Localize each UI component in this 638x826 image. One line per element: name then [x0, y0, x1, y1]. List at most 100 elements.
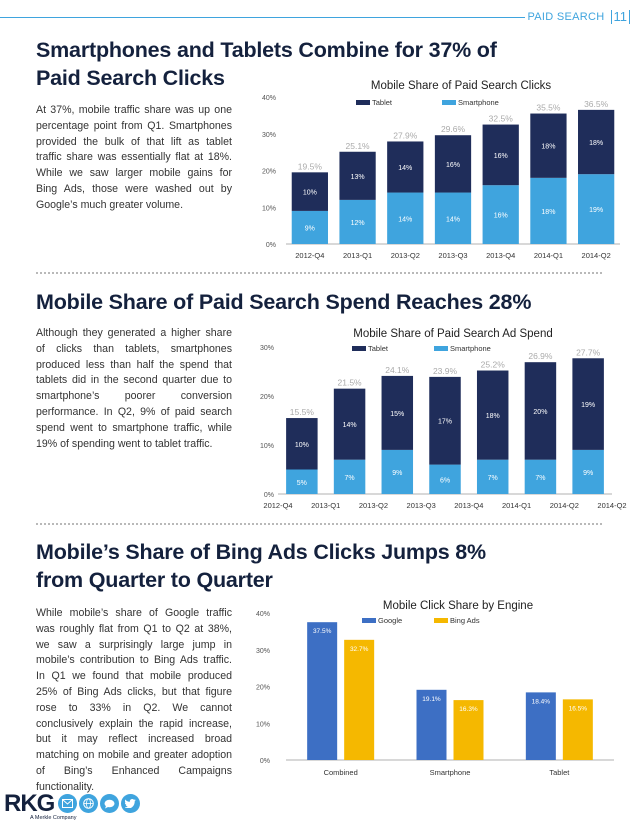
y-tick-label: 10%: [262, 205, 276, 212]
legend-label: Tablet: [368, 344, 389, 353]
bar-segment-tablet: [387, 141, 424, 193]
bar-segment-tablet: [524, 362, 557, 460]
data-label: 37.5%: [313, 628, 332, 635]
x-tick-label: 2012-Q4: [295, 251, 324, 260]
x-tick-label: 2014-Q1: [502, 501, 531, 510]
mail-icon[interactable]: [58, 794, 78, 813]
section-1-body: At 37%, mobile traffic share was up one …: [36, 104, 232, 211]
data-label-smartphone: 19%: [589, 207, 603, 214]
data-label: 19.1%: [422, 696, 441, 703]
bar-segment-tablet: [339, 151, 376, 200]
x-tick-label: 2013-Q3: [438, 251, 467, 260]
data-label-smartphone: 7%: [535, 475, 545, 482]
bar-segment-smartphone: [530, 177, 567, 244]
data-label-smartphone: 9%: [392, 470, 402, 477]
bar-segment-tablet: [572, 358, 604, 450]
total-label: 35.5%: [536, 103, 561, 113]
bar-segment-tablet: [381, 375, 414, 450]
legend-swatch: [362, 618, 376, 623]
data-label-tablet: 18%: [589, 140, 603, 147]
section-label: PAID SEARCH: [527, 11, 605, 23]
page-number: 11: [610, 10, 630, 24]
legend-swatch: [442, 100, 456, 105]
page-header: PAID SEARCH 11: [527, 8, 630, 26]
y-tick-label: 10%: [256, 721, 270, 728]
bar-segment-smartphone: [381, 449, 414, 494]
bar-bing-ads: [562, 699, 593, 760]
bar-bing-ads: [453, 700, 484, 760]
spend-chart: 0% 10% 20% 30% Mobile Share of Paid Search A…: [260, 328, 627, 510]
data-label-tablet: 18%: [486, 413, 500, 420]
x-tick-label: 2013-Q4: [486, 251, 515, 260]
data-label: 32.7%: [350, 646, 369, 653]
legend-swatch: [356, 100, 370, 105]
bar-segment-smartphone: [572, 449, 604, 494]
section-1-heading: Smartphones and Tablets Combine for 37% …: [36, 36, 497, 92]
legend-label: Tablet: [372, 98, 393, 107]
section-1-heading-line2: Paid Search Clicks: [36, 66, 225, 90]
data-label-tablet: 18%: [541, 144, 555, 151]
y-tick-label: 30%: [256, 648, 270, 655]
x-tick-label: 2014-Q2: [550, 501, 579, 510]
y-tick-label: 20%: [260, 394, 274, 401]
bar-segment-smartphone: [339, 199, 376, 244]
total-label: 36.5%: [584, 99, 609, 109]
section-3-heading-line2: from Quarter to Quarter: [36, 568, 273, 592]
section-2-heading-line1: Mobile Share of Paid Search Spend Reache…: [36, 290, 532, 314]
chart-title: Mobile Share of Paid Search Ad Spend: [353, 328, 552, 340]
data-label-tablet: 19%: [581, 402, 595, 409]
data-label-smartphone: 9%: [305, 225, 315, 232]
x-tick-label: 2013-Q2: [391, 251, 420, 260]
y-tick-label: 30%: [262, 132, 276, 139]
y-tick-label: 30%: [260, 345, 274, 352]
total-label: 32.5%: [489, 114, 514, 124]
bar-segment-smartphone: [291, 210, 328, 244]
x-tick-label: 2012-Q4: [263, 501, 292, 510]
data-label-smartphone: 18%: [541, 209, 555, 216]
chat-icon[interactable]: [100, 794, 120, 813]
data-label-tablet: 14%: [398, 165, 412, 172]
globe-icon[interactable]: [79, 794, 99, 813]
section-1-heading-line1: Smartphones and Tablets Combine for 37% …: [36, 38, 497, 62]
total-label: 21.5%: [338, 378, 363, 388]
engine-chart: 0% 10% 20% 30% 40% Mobile Click Share by Engi…: [256, 600, 614, 777]
bar-segment-smartphone: [476, 459, 509, 494]
bar-google: [307, 622, 338, 760]
total-label: 27.7%: [576, 347, 601, 357]
x-tick-label: 2013-Q4: [454, 501, 483, 510]
data-label-tablet: 10%: [295, 442, 309, 449]
bar-segment-smartphone: [387, 192, 424, 244]
bar-segment-smartphone: [578, 174, 615, 244]
data-label-smartphone: 6%: [440, 477, 450, 484]
data-label-smartphone: 12%: [351, 220, 365, 227]
x-tick-label: 2014-Q1: [534, 251, 563, 260]
legend-swatch: [434, 346, 448, 351]
bar-google: [525, 692, 556, 760]
data-label: 16.3%: [459, 706, 478, 713]
twitter-icon[interactable]: [121, 794, 141, 813]
bar-segment-smartphone: [429, 464, 461, 494]
y-tick-label: 10%: [260, 443, 274, 450]
data-label-tablet: 16%: [446, 162, 460, 169]
y-tick-label: 40%: [256, 611, 270, 618]
data-label: 18.4%: [532, 698, 551, 705]
bar-google: [416, 689, 447, 760]
bar-bing-ads: [344, 639, 375, 760]
legend-swatch: [434, 618, 448, 623]
x-tick-label: Tablet: [549, 768, 570, 777]
y-tick-label: 20%: [262, 169, 276, 176]
y-tick-label: 0%: [260, 758, 270, 765]
legend-label: Bing Ads: [450, 616, 480, 625]
section-3-heading: Mobile’s Share of Bing Ads Clicks Jumps …: [36, 538, 486, 594]
y-tick-label: 40%: [262, 95, 276, 102]
data-label-tablet: 14%: [343, 422, 357, 429]
data-label-smartphone: 16%: [494, 213, 508, 220]
rkg-tagline: A Merkle Company: [30, 815, 77, 821]
total-label: 24.1%: [385, 365, 410, 375]
bar-segment-tablet: [578, 109, 615, 175]
bar-segment-tablet: [429, 376, 461, 465]
divider-2: [36, 523, 602, 525]
data-label-tablet: 13%: [351, 174, 365, 181]
clicks-chart: 0% 10% 20% 30% 40% Mobile Share of Paid Searc…: [262, 80, 620, 260]
total-label: 25.1%: [346, 141, 371, 151]
